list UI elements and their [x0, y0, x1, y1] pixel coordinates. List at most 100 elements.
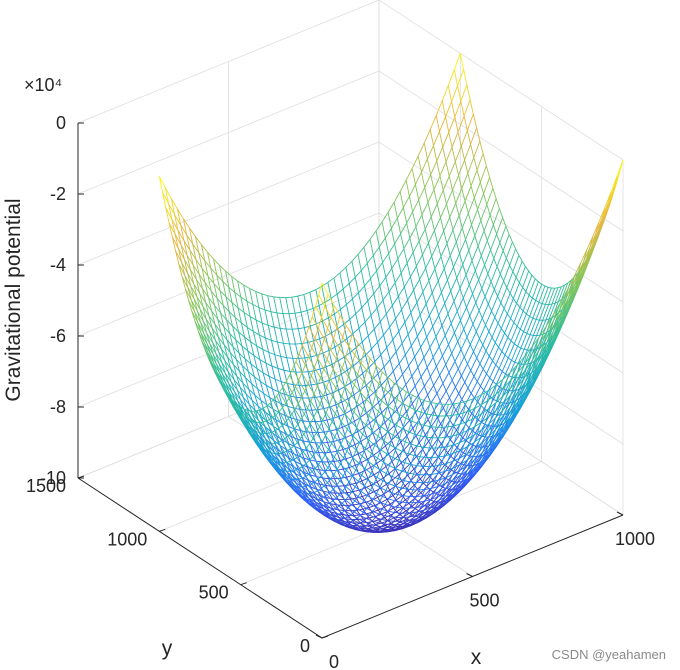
surface-mesh-segment	[228, 382, 235, 392]
surface-mesh-segment	[339, 490, 344, 496]
surface-mesh-segment	[421, 489, 426, 497]
surface-mesh-segment	[491, 431, 499, 439]
surface-mesh-segment	[350, 382, 355, 396]
surface-mesh-segment	[375, 501, 380, 508]
surface-mesh-segment	[302, 451, 310, 461]
surface-mesh-segment	[192, 264, 200, 275]
surface-mesh-segment	[477, 404, 482, 417]
surface-mesh-segment	[467, 376, 475, 389]
surface-mesh-segment	[313, 393, 321, 405]
surface-mesh-segment	[510, 340, 515, 345]
surface-mesh-segment	[183, 259, 189, 274]
surface-mesh-segment	[423, 413, 428, 426]
surface-mesh-segment	[307, 342, 312, 358]
surface-mesh-segment	[210, 364, 216, 373]
surface-mesh-segment	[321, 442, 326, 453]
surface-mesh-segment	[482, 444, 487, 453]
surface-mesh-segment	[408, 394, 413, 404]
surface-mesh-segment	[419, 466, 424, 475]
surface-mesh-segment	[438, 427, 443, 439]
surface-mesh-segment	[214, 324, 222, 333]
surface-mesh-segment	[364, 278, 371, 287]
surface-mesh-segment	[340, 304, 347, 310]
surface-mesh-segment	[414, 514, 422, 517]
surface-mesh-segment	[372, 394, 377, 406]
surface-mesh-segment	[429, 129, 434, 146]
surface-mesh-segment	[429, 415, 434, 427]
surface-mesh-segment	[304, 493, 311, 501]
surface-mesh-segment	[253, 355, 261, 360]
surface-mesh-segment	[341, 499, 346, 504]
surface-mesh-segment	[408, 420, 413, 432]
surface-mesh-segment	[468, 235, 476, 251]
surface-mesh-segment	[243, 312, 251, 317]
surface-mesh-segment	[473, 363, 481, 377]
surface-mesh-segment	[434, 230, 439, 244]
surface-mesh-segment	[342, 283, 350, 290]
surface-mesh-segment	[446, 243, 451, 256]
surface-mesh-segment	[387, 425, 395, 433]
surface-mesh-segment	[391, 258, 399, 269]
surface-mesh-segment	[307, 407, 314, 418]
surface-mesh-segment	[410, 434, 416, 445]
surface-mesh-segment	[488, 439, 495, 447]
surface-mesh-segment	[454, 101, 462, 118]
surface-mesh-segment	[267, 451, 275, 461]
surface-mesh-segment	[355, 463, 360, 471]
surface-mesh-segment	[334, 436, 342, 445]
surface-mesh-segment	[356, 509, 361, 516]
surface-mesh-segment	[221, 362, 226, 374]
surface-mesh-segment	[476, 127, 481, 142]
surface-mesh-segment	[343, 457, 350, 465]
surface-mesh-segment	[502, 250, 507, 259]
surface-mesh-segment	[259, 359, 264, 373]
surface-mesh-segment	[336, 469, 344, 477]
surface-mesh-segment	[394, 494, 399, 501]
surface-mesh-segment	[468, 270, 476, 285]
surface-mesh-segment	[372, 405, 379, 412]
surface-mesh-segment	[345, 260, 353, 268]
surface-mesh-segment	[377, 519, 382, 523]
surface-mesh-segment	[284, 422, 292, 433]
surface-mesh-segment	[381, 518, 388, 522]
surface-mesh-segment	[402, 391, 407, 404]
surface-mesh-segment	[393, 202, 398, 219]
surface-mesh-segment	[367, 453, 372, 462]
surface-mesh-segment	[238, 352, 243, 366]
surface-mesh-segment	[402, 512, 407, 518]
surface-mesh-segment	[396, 512, 401, 518]
surface-mesh-segment	[477, 427, 484, 434]
surface-mesh-segment	[291, 413, 299, 425]
surface-mesh-segment	[293, 428, 298, 440]
surface-mesh-segment	[443, 397, 450, 409]
surface-mesh-segment	[184, 275, 189, 289]
surface-mesh-segment	[427, 474, 433, 483]
surface-mesh-segment	[424, 499, 431, 502]
surface-mesh-segment	[427, 493, 435, 496]
surface-mesh	[158, 53, 624, 533]
surface-mesh-segment	[437, 243, 442, 257]
surface-mesh-segment	[557, 286, 562, 289]
surface-mesh-segment	[345, 495, 350, 501]
surface-mesh-segment	[387, 406, 392, 417]
surface-mesh-segment	[275, 414, 283, 426]
surface-mesh-segment	[473, 446, 478, 456]
surface-mesh-segment	[452, 466, 457, 475]
surface-mesh-segment	[416, 254, 423, 267]
surface-mesh-segment	[482, 432, 487, 442]
surface-mesh-segment	[360, 262, 368, 271]
surface-mesh-segment	[378, 496, 383, 503]
surface-mesh-segment	[246, 300, 254, 305]
surface-mesh-segment	[286, 357, 291, 372]
surface-mesh-segment	[325, 363, 333, 368]
surface-mesh-segment	[485, 337, 493, 352]
surface-mesh-segment	[429, 304, 436, 316]
surface-mesh-segment	[487, 303, 492, 312]
surface-mesh-segment	[466, 307, 471, 317]
surface-mesh-segment	[431, 447, 436, 458]
surface-mesh-segment	[373, 450, 380, 456]
surface-mesh-segment	[343, 467, 350, 470]
surface-mesh-segment	[476, 381, 481, 387]
surface-mesh-segment	[198, 274, 203, 289]
surface-mesh-segment	[311, 483, 318, 492]
